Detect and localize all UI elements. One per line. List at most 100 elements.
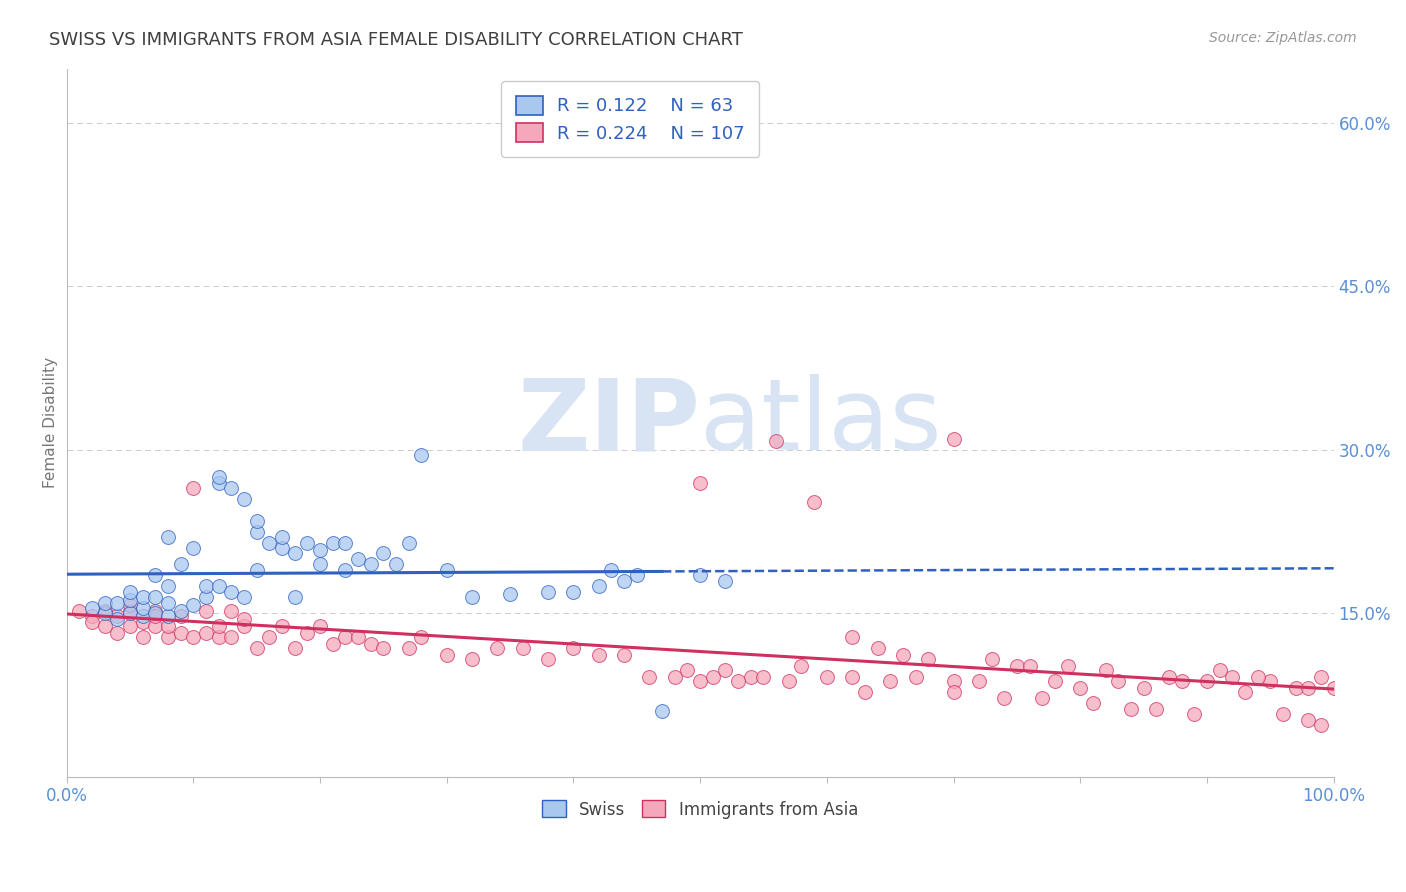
Point	[221, 604, 243, 618]
Point	[1208, 663, 1230, 677]
Point	[194, 604, 217, 618]
Point	[233, 590, 256, 604]
Point	[322, 535, 344, 549]
Point	[131, 631, 153, 645]
Point	[194, 626, 217, 640]
Point	[891, 648, 914, 662]
Point	[385, 558, 408, 572]
Point	[259, 631, 281, 645]
Point	[221, 584, 243, 599]
Point	[942, 432, 965, 446]
Point	[67, 604, 90, 618]
Point	[221, 481, 243, 495]
Point	[373, 546, 395, 560]
Point	[1195, 673, 1218, 688]
Point	[436, 563, 458, 577]
Point	[143, 590, 166, 604]
Point	[271, 530, 294, 544]
Point	[651, 705, 673, 719]
Point	[335, 563, 357, 577]
Point	[309, 558, 332, 572]
Point	[284, 641, 307, 656]
Point	[246, 524, 269, 539]
Point	[105, 595, 128, 609]
Point	[879, 673, 901, 688]
Point	[93, 607, 115, 621]
Point	[80, 601, 103, 615]
Point	[131, 615, 153, 629]
Point	[398, 641, 420, 656]
Point	[208, 470, 231, 484]
Point	[271, 619, 294, 633]
Point	[1018, 658, 1040, 673]
Point	[156, 579, 179, 593]
Point	[233, 612, 256, 626]
Point	[1298, 681, 1320, 695]
Point	[322, 637, 344, 651]
Point	[588, 579, 610, 593]
Point	[411, 631, 433, 645]
Point	[93, 604, 115, 618]
Point	[181, 631, 204, 645]
Point	[360, 637, 382, 651]
Point	[752, 670, 775, 684]
Point	[714, 574, 737, 588]
Point	[208, 475, 231, 490]
Point	[156, 595, 179, 609]
Point	[271, 541, 294, 555]
Point	[335, 631, 357, 645]
Point	[360, 558, 382, 572]
Point	[461, 590, 484, 604]
Point	[335, 535, 357, 549]
Point	[297, 626, 319, 640]
Point	[600, 563, 623, 577]
Point	[1258, 673, 1281, 688]
Point	[1005, 658, 1028, 673]
Point	[436, 648, 458, 662]
Point	[1107, 673, 1129, 688]
Point	[841, 631, 863, 645]
Point	[588, 648, 610, 662]
Point	[156, 530, 179, 544]
Point	[1069, 681, 1091, 695]
Point	[246, 641, 269, 656]
Point	[131, 590, 153, 604]
Point	[80, 608, 103, 623]
Point	[118, 619, 141, 633]
Point	[131, 608, 153, 623]
Point	[105, 626, 128, 640]
Point	[626, 568, 648, 582]
Point	[181, 541, 204, 555]
Point	[118, 607, 141, 621]
Point	[105, 608, 128, 623]
Point	[765, 434, 787, 449]
Point	[93, 619, 115, 633]
Point	[486, 641, 509, 656]
Point	[1094, 663, 1116, 677]
Point	[347, 631, 370, 645]
Point	[169, 608, 191, 623]
Point	[284, 546, 307, 560]
Point	[664, 670, 686, 684]
Point	[411, 449, 433, 463]
Point	[105, 612, 128, 626]
Point	[118, 598, 141, 612]
Point	[1144, 702, 1167, 716]
Point	[904, 670, 927, 684]
Point	[815, 670, 838, 684]
Point	[156, 619, 179, 633]
Point	[143, 604, 166, 618]
Point	[156, 608, 179, 623]
Point	[714, 663, 737, 677]
Point	[1170, 673, 1192, 688]
Point	[347, 552, 370, 566]
Point	[1132, 681, 1154, 695]
Point	[778, 673, 800, 688]
Point	[702, 670, 724, 684]
Point	[562, 584, 585, 599]
Point	[284, 590, 307, 604]
Point	[373, 641, 395, 656]
Point	[980, 652, 1002, 666]
Point	[613, 648, 636, 662]
Point	[93, 595, 115, 609]
